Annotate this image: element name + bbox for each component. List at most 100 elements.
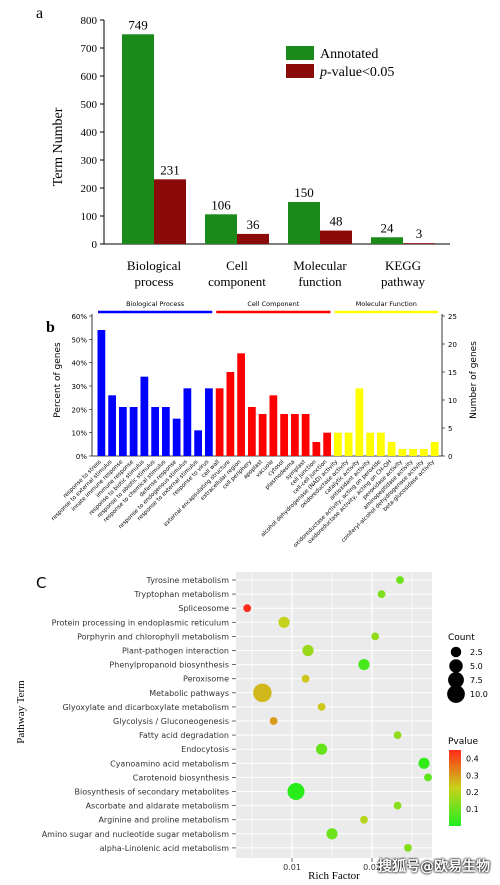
b-bar: [334, 432, 342, 456]
c-point: [393, 731, 402, 739]
b-right-tick-label: 25: [448, 313, 457, 321]
panel-a-letter: a: [36, 5, 43, 22]
panel-a-axes: 0 100 200 300 400 500 600 700 800: [81, 15, 450, 251]
panel-b-bars: [97, 330, 439, 456]
a-bar-pvalue: [320, 230, 352, 244]
panel-b-letter: b: [46, 319, 55, 336]
a-data-label: 48: [330, 214, 343, 229]
b-right-tick-label: 10: [448, 397, 457, 405]
b-bar: [387, 442, 396, 456]
a-bar-pvalue: [237, 233, 269, 244]
c-point: [396, 576, 404, 584]
b-bar: [377, 432, 385, 456]
panel-b-axes: 0% 10% 20% 30% 40% 50% 60% 0 5 10 15 20 25: [71, 313, 456, 461]
c-point: [317, 703, 326, 711]
c-point: [243, 604, 252, 613]
panel-b-group-headers: Biological Process Cell Component Molecula…: [98, 300, 438, 314]
panel-b-left-axis-label: Percent of genes: [53, 342, 63, 418]
b-bar: [226, 372, 235, 456]
a-data-label: 3: [416, 226, 423, 241]
a-category-label: KEGG: [385, 258, 421, 273]
b-bar: [323, 432, 331, 456]
c-point: [377, 590, 386, 598]
b-bar: [366, 432, 374, 456]
count-legend-label: 7.5: [470, 676, 483, 685]
a-category-label: Molecular: [293, 258, 347, 273]
count-legend-title: Count: [448, 633, 475, 643]
c-term-label: Arginine and proline metabolism: [98, 816, 229, 825]
b-bar: [140, 376, 149, 456]
c-term-label: Ascorbate and aldarate metabolism: [86, 802, 230, 811]
b-bar: [280, 414, 288, 456]
a-y-tick-label: 600: [81, 71, 98, 83]
a-y-tick-label: 200: [81, 183, 98, 195]
panel-c-points: [243, 576, 432, 852]
a-bar-annotated: [122, 34, 154, 244]
b-bar: [97, 330, 106, 456]
b-right-tick-label: 20: [448, 341, 457, 349]
a-data-label: 150: [294, 185, 314, 200]
c-term-label: Plant-pathogen interaction: [122, 647, 229, 656]
c-point: [360, 815, 368, 824]
a-y-tick-label: 400: [81, 127, 98, 139]
c-term-label: Glycolysis / Gluconeogenesis: [113, 717, 229, 726]
a-y-tick-label: 700: [81, 43, 98, 55]
b-bar: [162, 407, 170, 456]
panel-a-legend: Annotated p-value<0.05: [286, 46, 394, 80]
c-term-label: Fatty acid degradation: [139, 731, 229, 740]
a-category-label: function: [298, 274, 342, 289]
a-category-label: component: [208, 274, 266, 289]
b-bar: [119, 407, 127, 456]
panel-c-chart: C Tyrosine metabolism Tryptophan metaboli…: [15, 572, 488, 882]
count-legend-dot: [448, 672, 464, 688]
c-term-label: Biosynthesis of secondary metabolites: [75, 788, 229, 797]
b-bar: [409, 449, 417, 456]
c-point: [302, 644, 314, 657]
legend-pvalue-swatch: [286, 64, 314, 78]
c-point: [393, 801, 402, 810]
b-bar: [291, 414, 299, 456]
b-group-label: Cell Component: [247, 300, 299, 308]
b-bar: [248, 407, 256, 456]
panel-c-count-legend: Count 2.5 5.0 7.5 10.0: [447, 633, 488, 703]
a-data-label: 749: [128, 17, 148, 32]
c-point: [424, 773, 432, 782]
b-bar: [215, 388, 224, 456]
b-right-tick-label: 0: [448, 453, 452, 461]
c-term-label: Porphyrin and chlorophyll metabolism: [77, 632, 229, 641]
b-bar: [355, 388, 364, 456]
b-bar: [312, 442, 321, 456]
legend-pvalue-label: p-value<0.05: [319, 65, 394, 80]
b-bar: [258, 414, 267, 456]
b-bar: [344, 432, 353, 456]
c-term-label: Tryptophan metabolism: [133, 590, 229, 599]
a-y-tick-label: 800: [81, 15, 98, 27]
c-term-label: Peroxisome: [183, 675, 229, 684]
panel-a-chart: a Term Number 0100200300400500600700800 …: [36, 5, 450, 289]
b-left-tick-label: 40%: [71, 360, 87, 368]
b-left-tick-label: 10%: [71, 430, 87, 438]
b-bar: [172, 418, 181, 456]
c-term-label: Endocytosis: [181, 745, 229, 754]
c-term-label: Tyrosine metabolism: [146, 576, 230, 585]
b-bar: [237, 353, 245, 456]
c-x-tick-label: 0.02: [363, 863, 381, 872]
a-bar-annotated: [205, 214, 237, 244]
count-legend-label: 10.0: [470, 690, 488, 699]
b-bar: [194, 430, 202, 456]
pvalue-colorbar: [449, 750, 461, 826]
count-legend-label: 2.5: [470, 648, 483, 657]
panel-c-y-axis-label: Pathway Term: [15, 680, 27, 744]
a-bar-annotated: [371, 237, 403, 244]
b-bar: [151, 407, 159, 456]
c-point: [358, 659, 370, 671]
c-point: [301, 674, 310, 683]
a-data-label: 24: [381, 220, 395, 235]
c-point: [287, 783, 305, 800]
b-bar: [420, 449, 428, 456]
panel-c-x-axis-label: Rich Factor: [308, 870, 360, 882]
a-y-tick-label: 500: [81, 99, 98, 111]
b-left-tick-label: 20%: [71, 406, 87, 414]
